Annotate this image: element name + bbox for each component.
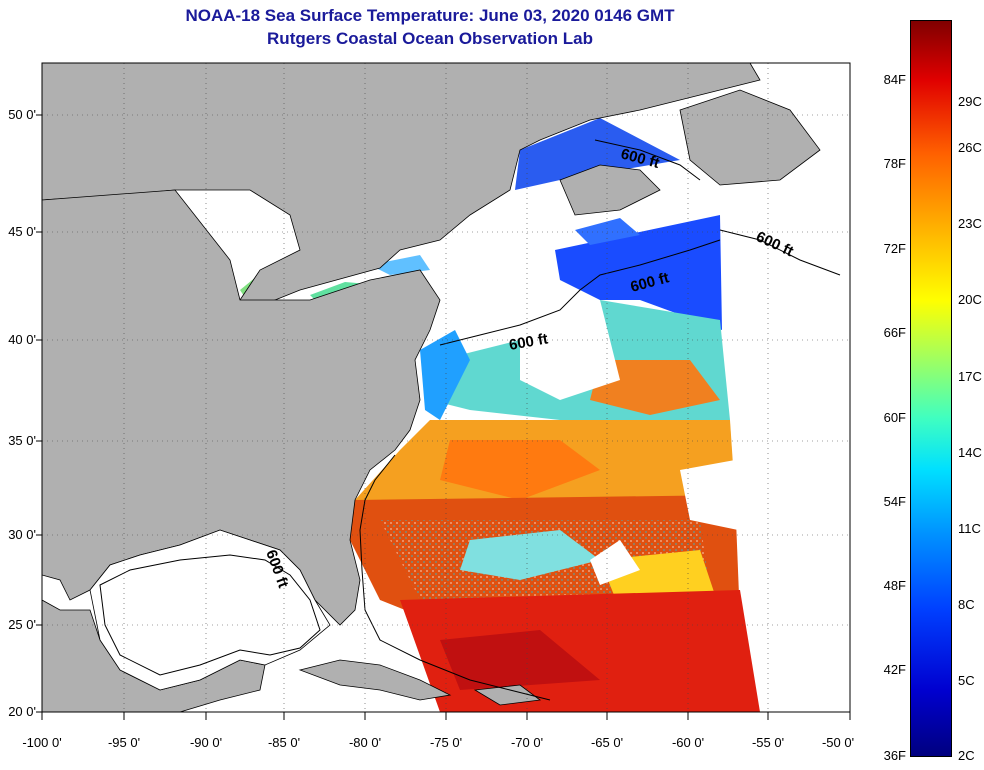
colorbar-f-54: 54F [883,494,906,509]
lat-label-20: 20 0' [8,704,36,719]
colorbar-c-11: 11C [958,521,981,536]
colorbar-f-66: 66F [883,325,906,340]
sst-data-layer [175,118,760,712]
lat-label-30: 30 0' [8,527,36,542]
depth-contours [99,139,841,701]
colorbar-c-5: 5C [958,673,975,688]
lat-label-45: 45 0' [8,224,36,239]
colorbar-c-29: 29C [958,94,982,109]
colorbar-c-2: 2C [958,748,975,763]
colorbar-f-48: 48F [883,578,906,593]
lon-label-95: -95 0' [107,735,141,750]
colorbar-f-84: 84F [883,72,906,87]
map-subtitle: Rutgers Coastal Ocean Observation Lab [267,29,593,48]
colorbar-c-26: 26C [958,140,982,155]
lon-label-80: -80 0' [348,735,382,750]
colorbar-f-42: 42F [883,662,906,677]
colorbar-f-72: 72F [883,241,906,256]
colorbar-f-36: 36F [883,748,906,763]
lat-label-35: 35 0' [8,433,36,448]
lon-label-55: -55 0' [751,735,785,750]
colorbar-c-20: 20C [958,292,982,307]
lon-label-75: -75 0' [429,735,463,750]
temperature-colorbar [910,20,952,757]
lat-label-40: 40 0' [8,332,36,347]
lon-label-90: -90 0' [189,735,223,750]
map-title: NOAA-18 Sea Surface Temperature: June 03… [185,6,675,25]
lon-label-100: -100 0' [22,735,62,750]
colorbar-f-60: 60F [883,410,906,425]
lon-label-60: -60 0' [671,735,705,750]
colorbar-c-17: 17C [958,369,982,384]
lat-label-25: 25 0' [8,617,36,632]
colorbar-c-23: 23C [958,216,982,231]
colorbar-c-14: 14C [958,445,982,460]
colorbar-c-8: 8C [958,597,975,612]
lon-label-50: -50 0' [821,735,855,750]
axis-ticks [36,114,851,720]
lon-label-85: -85 0' [267,735,301,750]
lat-label-50: 50 0' [8,107,36,122]
colorbar-f-78: 78F [883,156,906,171]
lon-label-65: -65 0' [590,735,624,750]
graticule [42,63,850,712]
lon-label-70: -70 0' [510,735,544,750]
depth-label-midatlantic: 600 ft [508,330,550,354]
land-layer [42,63,821,712]
